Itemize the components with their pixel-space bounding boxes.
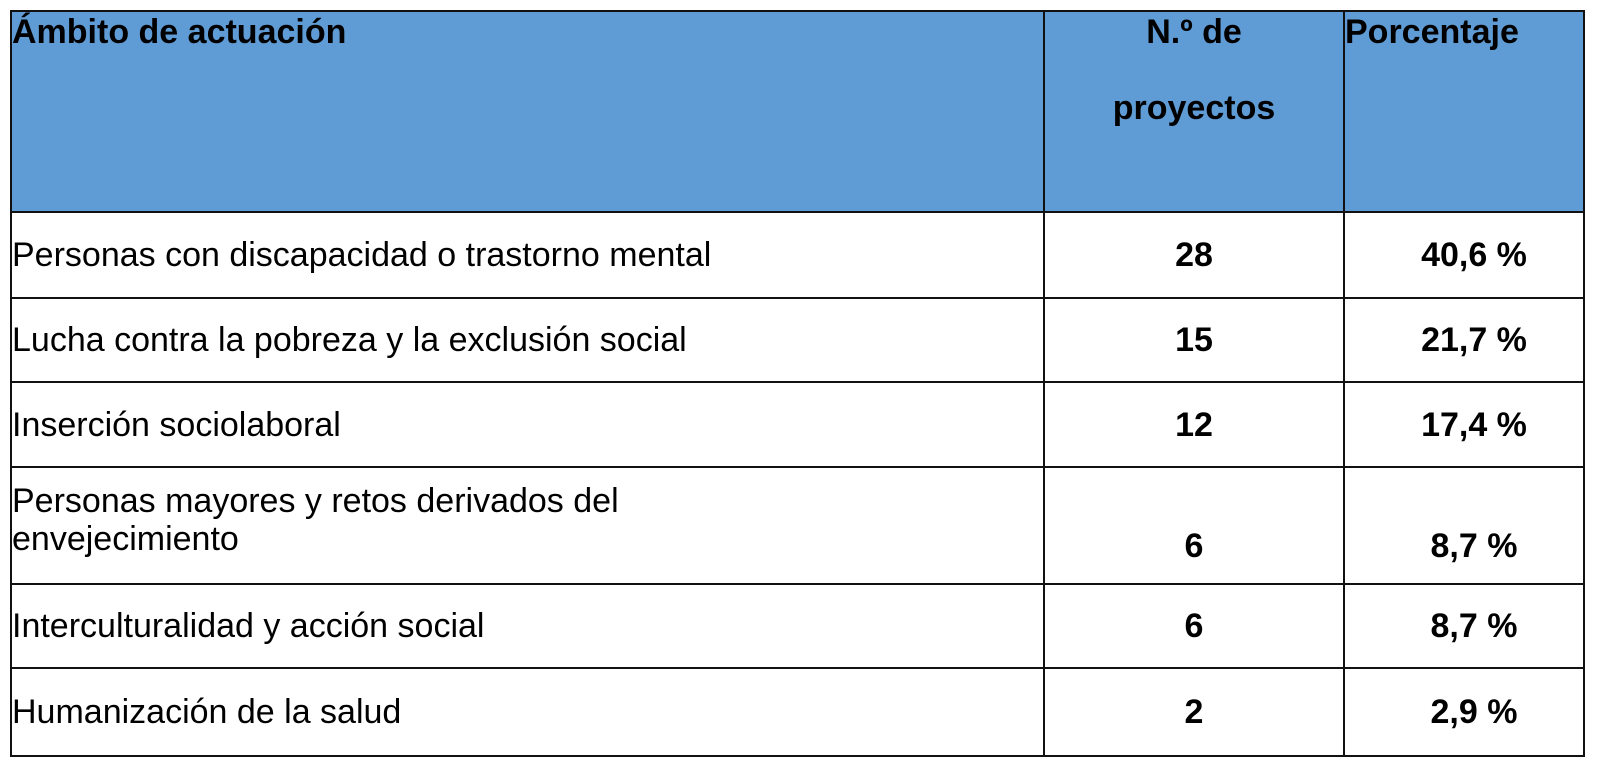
pct-value: 17,4 % bbox=[1421, 405, 1527, 444]
table-row: Lucha contra la pobreza y la exclusión s… bbox=[10, 297, 1585, 383]
table-row: Interculturalidad y acción social 6 8,7 … bbox=[10, 583, 1585, 669]
header-num-proyectos: N.º de proyectos bbox=[1043, 10, 1345, 213]
cell-porcentaje: 8,7 % bbox=[1343, 466, 1585, 585]
cell-porcentaje: 17,4 % bbox=[1343, 381, 1585, 468]
header-pct-label: Porcentaje bbox=[1345, 13, 1519, 51]
table-row: Inserción sociolaboral 12 17,4 % bbox=[10, 381, 1585, 468]
header-ambito-label: Ámbito de actuación bbox=[12, 13, 347, 51]
cell-num-proyectos: 15 bbox=[1043, 297, 1345, 383]
pct-value: 2,9 % bbox=[1430, 693, 1518, 731]
cell-num-proyectos: 6 bbox=[1043, 583, 1345, 669]
header-num-line1: N.º de bbox=[1146, 13, 1242, 51]
cell-porcentaje: 8,7 % bbox=[1343, 583, 1585, 669]
cell-porcentaje: 21,7 % bbox=[1343, 297, 1585, 383]
cell-porcentaje: 2,9 % bbox=[1343, 667, 1585, 757]
table-header: Ámbito de actuación N.º de proyectos Por… bbox=[10, 10, 1585, 213]
header-row: Ámbito de actuación N.º de proyectos Por… bbox=[10, 10, 1585, 213]
cell-num-proyectos: 12 bbox=[1043, 381, 1345, 468]
pct-value: 21,7 % bbox=[1421, 321, 1527, 359]
table-row: Personas mayores y retos derivados del e… bbox=[10, 466, 1585, 585]
cell-porcentaje: 40,6 % bbox=[1343, 211, 1585, 299]
pct-value: 8,7 % bbox=[1430, 527, 1518, 565]
cell-num-proyectos: 2 bbox=[1043, 667, 1345, 757]
cell-ambito: Interculturalidad y acción social bbox=[10, 583, 1045, 669]
pct-value: 40,6 % bbox=[1421, 236, 1527, 274]
cell-num-proyectos: 28 bbox=[1043, 211, 1345, 299]
table-row: Humanización de la salud 2 2,9 % bbox=[10, 667, 1585, 757]
projects-by-area-table: Ámbito de actuación N.º de proyectos Por… bbox=[10, 10, 1585, 757]
cell-ambito: Inserción sociolaboral bbox=[10, 381, 1045, 468]
cell-ambito: Humanización de la salud bbox=[10, 667, 1045, 757]
table-body: Personas con discapacidad o trastorno me… bbox=[10, 211, 1585, 757]
header-ambito: Ámbito de actuación bbox=[10, 10, 1045, 213]
pct-value: 8,7 % bbox=[1430, 607, 1518, 645]
header-num-line2: proyectos bbox=[1112, 89, 1276, 127]
header-porcentaje: Porcentaje bbox=[1343, 10, 1585, 213]
cell-num-proyectos: 6 bbox=[1043, 466, 1345, 585]
cell-ambito: Personas mayores y retos derivados del e… bbox=[10, 466, 1045, 585]
cell-ambito: Lucha contra la pobreza y la exclusión s… bbox=[10, 297, 1045, 383]
table-row: Personas con discapacidad o trastorno me… bbox=[10, 211, 1585, 299]
cell-ambito: Personas con discapacidad o trastorno me… bbox=[10, 211, 1045, 299]
